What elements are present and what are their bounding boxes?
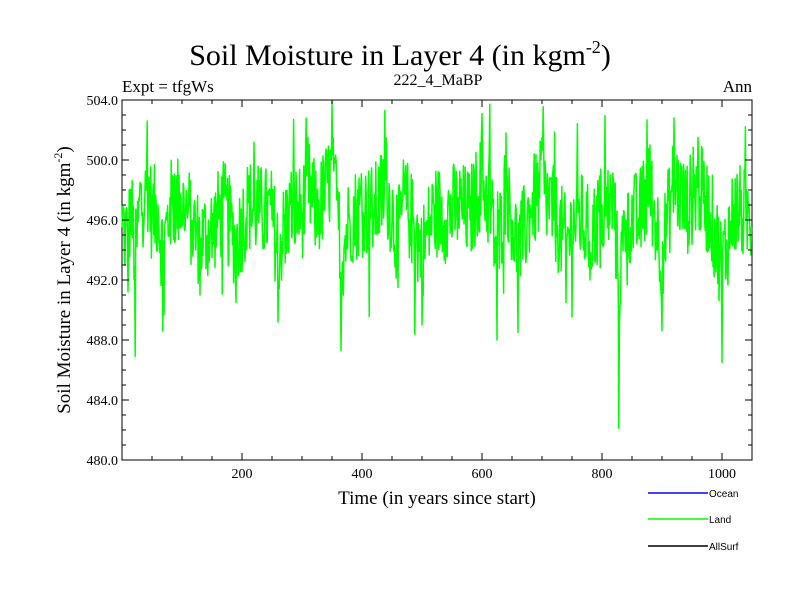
y-tick-label: 504.0 (87, 94, 119, 109)
y-tick-label: 480.0 (87, 454, 119, 469)
subtitle-right: Ann (723, 77, 753, 96)
legend-label-land: Land (709, 515, 731, 526)
y-tick-label: 484.0 (87, 394, 119, 409)
legend-label-ocean: Ocean (709, 489, 738, 500)
subtitle-left: Expt = tfgWs (122, 77, 214, 96)
x-tick-label: 600 (472, 467, 493, 482)
x-tick-label: 800 (592, 467, 613, 482)
y-tick-label: 492.0 (87, 274, 119, 289)
x-axis-label: Time (in years since start) (338, 488, 536, 509)
legend-label-allsurf: AllSurf (709, 542, 739, 553)
legend: Ocean Land AllSurf (648, 489, 739, 553)
x-tick-label: 200 (232, 467, 253, 482)
plot-frame (121, 99, 753, 461)
chart-title: Soil Moisture in Layer 4 (in kgm-2) (189, 37, 611, 72)
y-tick-label: 488.0 (87, 334, 119, 349)
subtitle-center: 222_4_MaBP (394, 72, 483, 89)
y-axis-ticks: 480.0 484.0 488.0 492.0 496.0 500.0 504.0 (87, 94, 752, 469)
y-tick-label: 496.0 (87, 214, 119, 229)
x-axis-ticks: 200 400 600 800 1000 (151, 100, 736, 482)
y-axis-label: Soil Moisture in Layer 4 (in kgm-2) (51, 146, 75, 414)
x-tick-label: 400 (352, 467, 373, 482)
series-line-land (121, 100, 753, 430)
y-tick-label: 500.0 (87, 154, 119, 169)
x-tick-label: 1000 (708, 467, 736, 482)
